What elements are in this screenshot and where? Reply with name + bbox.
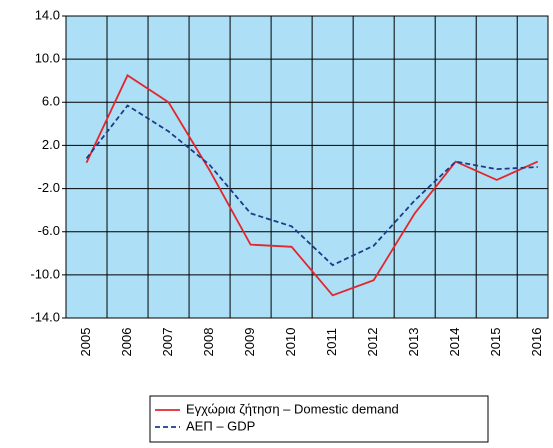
y-tick-label: 2.0	[42, 137, 60, 152]
y-tick-label: -14.0	[30, 309, 60, 324]
y-tick-label: -10.0	[30, 266, 60, 281]
x-tick-label: 2013	[406, 328, 421, 357]
y-tick-label: 6.0	[42, 94, 60, 109]
y-tick-label: 14.0	[35, 7, 60, 22]
x-tick-label: 2009	[242, 328, 257, 357]
legend-label: Εγχώρια ζήτηση – Domestic demand	[186, 401, 399, 416]
x-tick-label: 2016	[529, 328, 544, 357]
series-line	[85, 73, 539, 297]
y-tick-label: 10.0	[35, 51, 60, 66]
plot-area	[65, 15, 549, 319]
y-tick-label: -2.0	[38, 180, 60, 195]
x-tick-label: 2006	[119, 328, 134, 357]
x-tick-label: 2007	[160, 328, 175, 357]
legend-box	[149, 395, 489, 443]
x-tick-label: 2011	[324, 328, 339, 356]
x-tick-label: 2010	[283, 328, 298, 357]
legend-label: ΑΕΠ – GDP	[186, 418, 255, 433]
x-tick-label: 2012	[365, 328, 380, 357]
x-tick-label: 2005	[78, 328, 93, 357]
x-tick-label: 2015	[488, 328, 503, 357]
series-line	[85, 104, 538, 267]
x-tick-label: 2014	[447, 328, 462, 357]
y-tick-label: -6.0	[38, 223, 60, 238]
x-tick-label: 2008	[201, 328, 216, 357]
